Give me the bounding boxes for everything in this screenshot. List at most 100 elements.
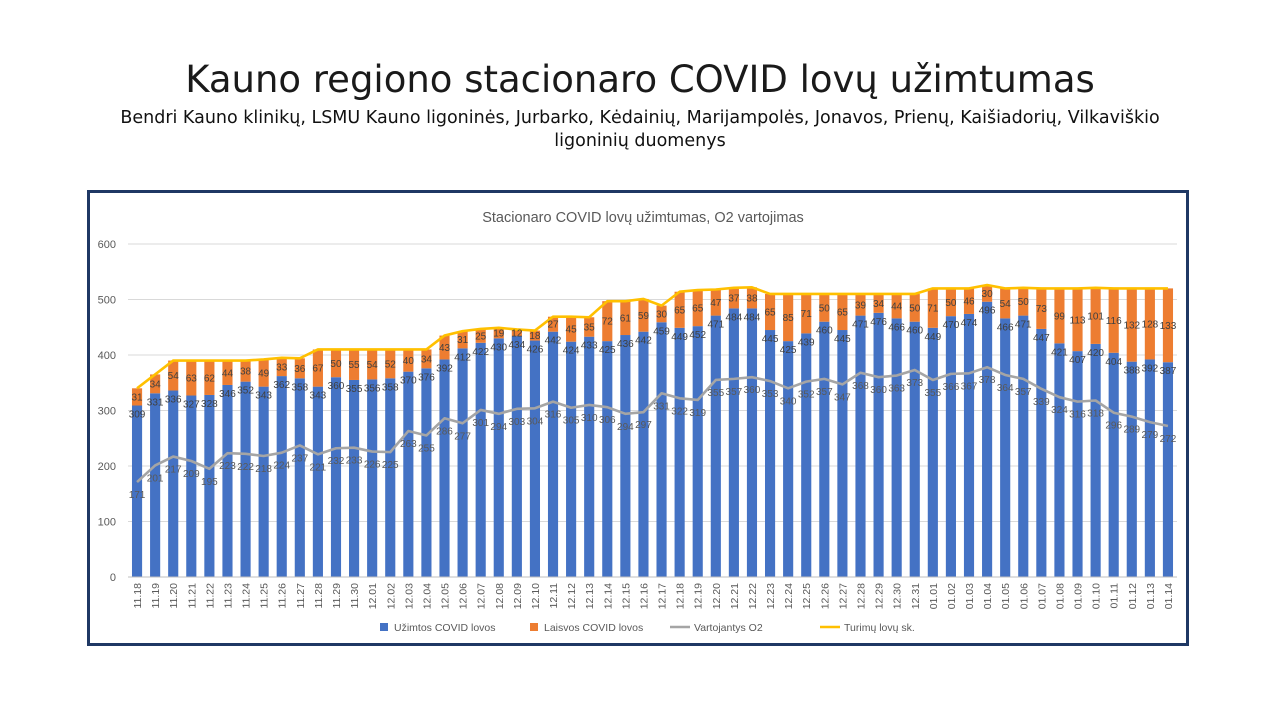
- data-label-occupied: 421: [1051, 347, 1068, 358]
- data-label-free: 65: [837, 307, 849, 318]
- bar-free: [801, 293, 812, 334]
- bar-occupied: [186, 395, 197, 577]
- x-tick-label: 12.18: [675, 583, 687, 609]
- data-label-oxygen: 233: [346, 456, 363, 467]
- data-label-free: 52: [385, 359, 397, 370]
- data-label-free: 19: [493, 329, 505, 340]
- x-tick-label: 12.23: [765, 583, 777, 609]
- x-tick-label: 12.08: [494, 583, 506, 609]
- data-label-oxygen: 364: [997, 383, 1014, 394]
- data-label-occupied: 466: [997, 322, 1014, 333]
- x-tick-label: 01.10: [1091, 583, 1103, 609]
- bar-occupied: [909, 321, 920, 577]
- bar-occupied: [1126, 361, 1137, 577]
- data-label-occupied: 352: [237, 386, 254, 397]
- bar-occupied: [1000, 318, 1011, 577]
- data-label-occupied: 388: [1123, 366, 1140, 377]
- data-label-oxygen: 331: [653, 401, 670, 412]
- bar-free: [475, 328, 486, 343]
- data-label-occupied: 420: [1087, 348, 1104, 359]
- x-tick-label: 01.11: [1109, 583, 1121, 609]
- bar-occupied: [222, 384, 233, 577]
- bar-occupied: [385, 378, 396, 577]
- data-label-free: 59: [638, 311, 650, 322]
- bar-free: [493, 327, 504, 339]
- data-label-occupied: 425: [599, 345, 616, 356]
- bar-occupied: [638, 331, 649, 577]
- bar-occupied: [403, 371, 414, 577]
- bar-occupied: [783, 341, 794, 577]
- data-label-occupied: 328: [201, 399, 218, 410]
- data-label-free: 31: [131, 392, 143, 403]
- bar-occupied: [131, 405, 143, 577]
- bar-free: [909, 293, 920, 322]
- legend-label: Laisvos COVID lovos: [544, 622, 643, 634]
- bar-free: [258, 359, 269, 387]
- data-label-free: 116: [1106, 316, 1122, 327]
- data-label-oxygen: 322: [671, 406, 688, 417]
- bar-occupied: [330, 377, 342, 577]
- bar-occupied: [692, 326, 703, 577]
- data-label-oxygen: 222: [237, 462, 254, 473]
- data-label-free: 33: [276, 362, 288, 373]
- data-label-free: 72: [602, 317, 614, 328]
- y-tick-label: 300: [98, 406, 116, 418]
- bar-free: [403, 349, 414, 372]
- bar-occupied: [873, 312, 884, 577]
- data-label-occupied: 424: [563, 346, 580, 357]
- bar-free: [963, 288, 975, 314]
- bar-layer: [131, 285, 1174, 577]
- bar-free: [457, 331, 468, 349]
- x-tick-label: 11.22: [204, 583, 216, 609]
- x-tick-label: 12.03: [403, 583, 415, 609]
- bar-occupied: [150, 393, 161, 577]
- data-label-oxygen: 296: [1105, 421, 1122, 432]
- bar-occupied: [801, 333, 812, 577]
- data-label-oxygen: 339: [1033, 397, 1050, 408]
- data-label-oxygen: 366: [943, 382, 960, 393]
- data-label-occupied: 484: [744, 312, 761, 323]
- x-tick-label: 01.14: [1163, 583, 1175, 609]
- data-label-oxygen: 237: [291, 453, 308, 464]
- legend-swatch: [530, 623, 538, 631]
- page-subtitle: Bendri Kauno klinikų, LSMU Kauno ligonin…: [120, 108, 1160, 151]
- data-label-occupied: 433: [581, 341, 598, 352]
- bar-occupied: [1036, 328, 1047, 577]
- data-label-oxygen: 263: [400, 439, 417, 450]
- data-label-occupied: 362: [273, 380, 290, 391]
- data-label-free: 71: [801, 309, 813, 320]
- x-tick-label: 01.01: [928, 583, 940, 609]
- x-tick-label: 11.20: [168, 583, 180, 609]
- data-label-occupied: 336: [165, 395, 182, 406]
- bar-free: [204, 360, 215, 395]
- bar-free: [1126, 288, 1137, 362]
- data-label-oxygen: 195: [201, 477, 218, 488]
- axis-layer: 0 100 200 300 400 500 600 11.18 11.19 11.20 11.21 1…: [98, 239, 1177, 609]
- data-label-occupied: 392: [436, 363, 453, 374]
- x-tick-label: 12.16: [638, 583, 650, 609]
- bar-occupied: [963, 313, 975, 577]
- data-label-occupied: 449: [924, 332, 941, 343]
- x-tick-label: 11.27: [295, 583, 307, 609]
- data-label-occupied: 358: [382, 382, 399, 393]
- data-label-oxygen: 286: [436, 426, 453, 437]
- bar-free: [168, 360, 179, 391]
- bar-occupied: [674, 327, 685, 577]
- data-label-occupied: 404: [1105, 357, 1122, 368]
- data-label-oxygen: 218: [255, 464, 272, 475]
- data-label-free: 18: [529, 331, 541, 342]
- bar-free: [819, 293, 830, 322]
- data-label-oxygen: 319: [689, 408, 706, 419]
- bar-free: [566, 316, 577, 342]
- data-label-occupied: 358: [291, 382, 308, 393]
- data-label-oxygen: 357: [816, 387, 833, 398]
- data-label-occupied: 387: [1160, 366, 1177, 377]
- bar-free: [367, 349, 378, 380]
- x-tick-label: 01.02: [946, 583, 958, 609]
- data-label-oxygen: 305: [563, 416, 580, 427]
- bar-free: [837, 293, 848, 331]
- bar-occupied: [945, 316, 956, 577]
- data-label-oxygen: 226: [364, 460, 381, 471]
- data-label-oxygen: 347: [834, 392, 851, 403]
- data-label-free: 128: [1142, 319, 1159, 330]
